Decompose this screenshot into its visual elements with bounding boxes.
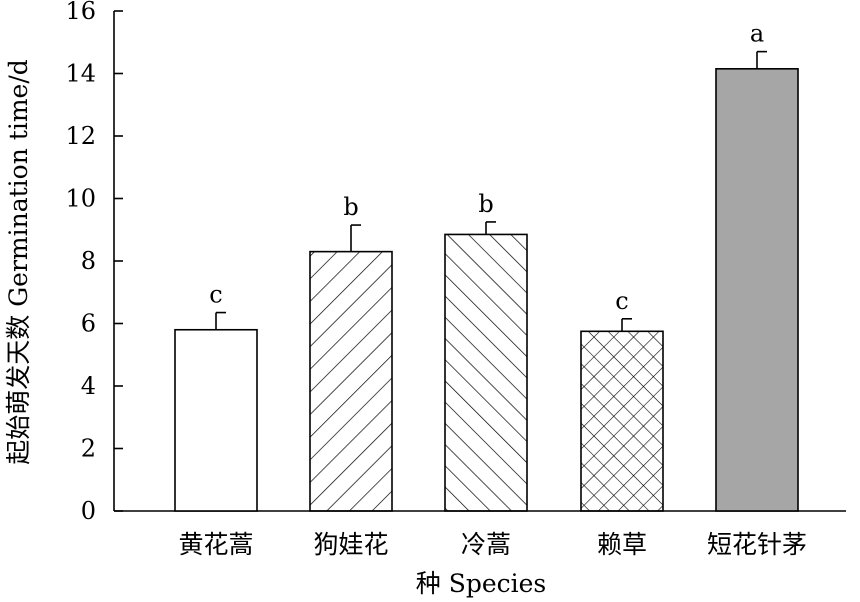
category-label: 短花针茅 (707, 530, 807, 559)
y-tick-label: 12 (65, 122, 96, 150)
significance-label: a (750, 20, 764, 48)
category-label: 赖草 (597, 530, 647, 559)
category-labels: 黄花蒿 狗娃花 冷蒿 赖草 短花针茅 (178, 530, 807, 559)
bar (444, 233, 528, 512)
category-label: 狗娃花 (313, 530, 388, 559)
y-axis-ticks: 0 2 4 6 8 10 12 14 16 (65, 0, 123, 525)
significance-labels: c b b c a (209, 20, 764, 315)
category-label: 黄花蒿 (178, 530, 253, 559)
bar (309, 250, 393, 512)
error-bars (215, 50, 767, 332)
error-bar (485, 221, 496, 235)
significance-label: b (478, 190, 493, 218)
y-tick-label: 8 (81, 247, 96, 275)
category-label: 冷蒿 (461, 530, 511, 559)
y-tick-label: 2 (81, 435, 96, 463)
significance-label: b (343, 193, 358, 221)
bar (715, 68, 799, 512)
y-tick-label: 10 (65, 185, 96, 213)
bar (174, 328, 258, 512)
error-bar (215, 311, 226, 330)
significance-label: c (615, 287, 628, 315)
error-bar (350, 224, 361, 252)
y-tick-label: 4 (81, 372, 96, 400)
y-tick-label: 14 (65, 60, 96, 88)
significance-label: c (209, 281, 222, 309)
bars (174, 68, 799, 512)
error-bar (756, 50, 767, 69)
y-tick-label: 16 (65, 0, 96, 25)
y-axis-title: 起始萌发天数 Germination time/d (4, 59, 33, 464)
y-tick-label: 6 (81, 310, 96, 338)
x-axis-title: 种 Species (416, 569, 547, 598)
y-tick-label: 0 (81, 497, 96, 525)
error-bar (621, 318, 632, 332)
bar (580, 330, 664, 512)
